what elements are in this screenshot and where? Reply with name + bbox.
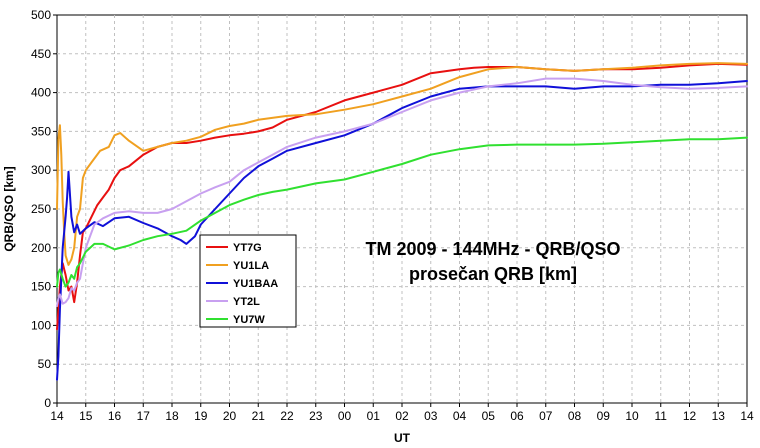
y-tick-label: 450: [31, 47, 51, 61]
annotation-line-1: TM 2009 - 144MHz - QRB/QSO: [365, 239, 620, 259]
series-line-yu1baa: [56, 80, 748, 381]
y-tick-label: 400: [31, 86, 51, 100]
annotation-line-2: prosečan QRB [km]: [409, 264, 577, 284]
x-tick-label: 16: [108, 409, 122, 423]
y-tick-label: 100: [31, 318, 51, 332]
x-tick-label: 14: [740, 409, 754, 423]
x-tick-label: 02: [395, 409, 409, 423]
x-tick-label: 06: [510, 409, 524, 423]
legend-box: [199, 234, 297, 328]
y-tick-labels: 0 50 100 150 200 250 300 350 400 450 500: [31, 8, 57, 410]
legend-label-yt7g: YT7G: [233, 242, 262, 254]
legend-label-yt2l: YT2L: [233, 296, 260, 308]
x-tick-label: 11: [655, 409, 668, 423]
y-tick-label: 350: [31, 124, 51, 138]
x-tick-label: 17: [137, 409, 151, 423]
legend-label-yu7w: YU7W: [233, 314, 265, 326]
x-tick-label: 05: [482, 409, 496, 423]
legend-label-yu1la: YU1LA: [233, 260, 269, 272]
y-tick-label: 250: [31, 202, 51, 216]
x-tick-label: 15: [79, 409, 93, 423]
x-tick-label: 18: [165, 409, 179, 423]
x-tick-label: 13: [712, 409, 726, 423]
x-tick-label: 21: [252, 409, 266, 423]
series-line-yu7w: [56, 136, 748, 288]
x-tick-label: 19: [194, 409, 208, 423]
x-tick-labels: 14 15 16 17 18 19 20 21 22 23 00 01 02 03 04 05 06 07 08 09…: [50, 403, 754, 423]
y-tick-label: 300: [31, 163, 51, 177]
x-tick-label: 10: [625, 409, 639, 423]
legend: YT7G YU1LA YU1BAA YT2L YU7W: [199, 234, 297, 328]
y-tick-label: 500: [31, 8, 51, 22]
x-tick-label: 07: [539, 409, 553, 423]
series-lines: [56, 62, 748, 381]
x-tick-label: 09: [597, 409, 611, 423]
y-tick-label: 150: [31, 280, 51, 294]
y-tick-label: 50: [38, 357, 52, 371]
x-tick-label: 22: [280, 409, 294, 423]
x-tick-label: 08: [568, 409, 582, 423]
series-line-yt2l: [56, 77, 748, 307]
series-line-yu1la: [56, 62, 748, 266]
x-tick-label: 00: [338, 409, 352, 423]
x-tick-label: 04: [453, 409, 467, 423]
x-tick-label: 20: [223, 409, 237, 423]
y-axis-title: QRB/QSO [km]: [2, 166, 16, 251]
x-tick-label: 23: [309, 409, 323, 423]
y-tick-label: 0: [44, 396, 51, 410]
grid-lines: [57, 15, 747, 403]
legend-label-yu1baa: YU1BAA: [233, 278, 278, 290]
x-tick-label: 03: [424, 409, 438, 423]
x-axis-title: UT: [394, 431, 411, 445]
x-tick-label: 14: [50, 409, 64, 423]
x-tick-label: 01: [367, 409, 381, 423]
y-tick-label: 200: [31, 241, 51, 255]
x-tick-label: 12: [683, 409, 697, 423]
